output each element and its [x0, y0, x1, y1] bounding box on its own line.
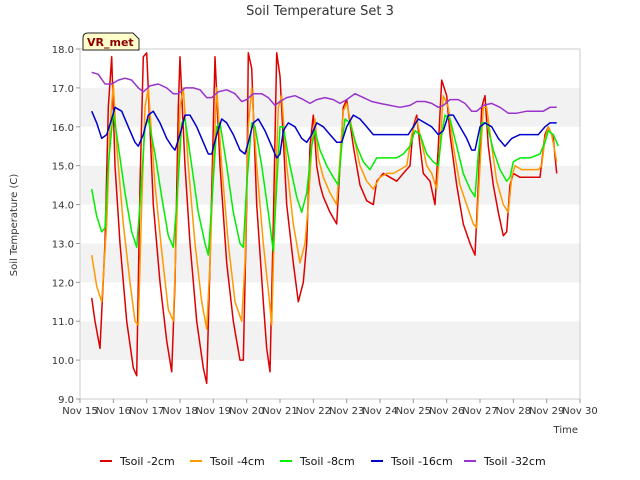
x-axis-title: Time [553, 425, 578, 436]
vr-met-badge: VR_met [82, 32, 140, 51]
x-tick-label: Nov 27 [462, 406, 497, 417]
legend: Tsoil -2cm Tsoil -4cm Tsoil -8cm Tsoil -16c… [100, 455, 546, 468]
y-tick-label: 18.0 [52, 45, 74, 56]
y-tick-label: 14.0 [52, 201, 74, 212]
legend-item: Tsoil -2cm [100, 455, 175, 468]
series-line-0 [90, 52, 558, 385]
grid-band [80, 282, 580, 322]
x-tick-label: Nov 20 [229, 406, 264, 417]
series-line-2 [90, 110, 559, 256]
grid-bands [80, 49, 580, 399]
y-tick-label: 17.0 [52, 84, 74, 95]
y-tick-label: 12.0 [52, 278, 74, 289]
x-tick-label: Nov 18 [162, 406, 197, 417]
series-line-4 [91, 71, 557, 114]
x-tick-label: Nov 28 [496, 406, 531, 417]
grid-band [80, 321, 580, 361]
y-axis-title: Soil Temperature (C) [9, 174, 20, 277]
series-line-3 [91, 106, 557, 159]
y-tick-label: 16.0 [52, 123, 74, 134]
y-tick-label: 9.0 [58, 395, 74, 406]
x-tick-label: Nov 16 [96, 406, 131, 417]
legend-label: Tsoil -32cm [483, 455, 546, 468]
series-lines [90, 52, 559, 385]
legend-item: Tsoil -16cm [371, 455, 453, 468]
badge-label: VR_met [87, 36, 134, 49]
legend-item: Tsoil -4cm [190, 455, 265, 468]
grid-band [80, 360, 580, 399]
grid-band [80, 87, 580, 127]
x-tick-label: Nov 22 [296, 406, 331, 417]
x-tick-label: Nov 15 [62, 406, 97, 417]
legend-label: Tsoil -8cm [299, 455, 355, 468]
legend-item: Tsoil -8cm [280, 455, 355, 468]
y-tick-label: 15.0 [52, 162, 74, 173]
chart-title: Soil Temperature Set 3 [246, 4, 394, 19]
grid-band [80, 243, 580, 283]
grid-band [80, 49, 580, 88]
legend-label: Tsoil -2cm [119, 455, 175, 468]
y-tick-label: 13.0 [52, 239, 74, 250]
x-tick-label: Nov 25 [396, 406, 431, 417]
plot-area [79, 48, 581, 400]
y-axis-ticks: 9.0 10.0 11.0 12.0 13.0 14.0 15.0 16.0 17.0 18.0 [52, 45, 80, 406]
y-tick-label: 11.0 [52, 317, 74, 328]
x-tick-label: Nov 17 [129, 406, 164, 417]
x-tick-label: Nov 21 [262, 406, 297, 417]
x-tick-label: Nov 23 [329, 406, 364, 417]
x-tick-label: Nov 26 [429, 406, 464, 417]
x-tick-label: Nov 30 [562, 406, 597, 417]
x-tick-label: Nov 19 [196, 406, 231, 417]
x-tick-label: Nov 24 [362, 406, 397, 417]
y-tick-label: 10.0 [52, 356, 74, 367]
legend-item: Tsoil -32cm [464, 455, 546, 468]
legend-label: Tsoil -16cm [390, 455, 453, 468]
x-tick-label: Nov 29 [529, 406, 564, 417]
legend-label: Tsoil -4cm [209, 455, 265, 468]
